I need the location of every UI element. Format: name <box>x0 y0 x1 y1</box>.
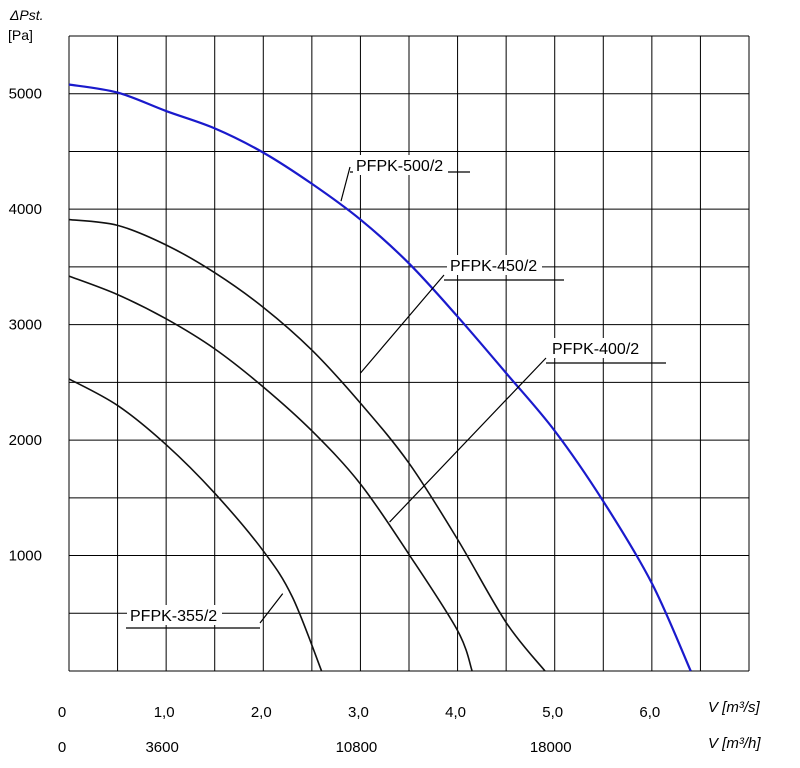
leader-line <box>340 166 351 202</box>
leader-line <box>259 593 284 624</box>
x-axis-label-secondary: V [m³/h] <box>708 735 761 752</box>
y-tick-label: 5000 <box>9 86 42 103</box>
series-line-PFPK-450/2 <box>68 218 546 672</box>
x-axis-label-primary: V [m³/s] <box>708 699 760 716</box>
curve-label-PFPK-500/2: PFPK-500/2 <box>356 158 443 175</box>
x-tick-label-primary: 0 <box>58 704 66 721</box>
y-tick-label: 1000 <box>9 548 42 565</box>
label-background <box>549 338 644 358</box>
x-tick-label-secondary: 10800 <box>336 739 378 756</box>
series-line-PFPK-400/2 <box>68 275 473 672</box>
curves <box>68 83 692 672</box>
x-tick-label-secondary: 18000 <box>530 739 572 756</box>
y-tick-label: 2000 <box>9 432 42 449</box>
y-axis-unit: [Pa] <box>8 27 33 43</box>
curve-label-PFPK-400/2: PFPK-400/2 <box>552 341 639 358</box>
x-tick-label-secondary: 3600 <box>145 739 178 756</box>
annotation-leaders <box>126 166 666 629</box>
leader-line <box>389 357 547 523</box>
series-line-PFPK-355/2 <box>68 378 323 672</box>
x-tick-label-primary: 1,0 <box>154 704 175 721</box>
y-tick-label: 4000 <box>9 201 42 218</box>
y-axis-symbol: ΔPst. <box>9 7 44 23</box>
label-background <box>447 255 542 275</box>
series-line-PFPK-500/2 <box>68 83 692 672</box>
x-tick-label-primary: 5,0 <box>542 704 563 721</box>
y-tick-label: 3000 <box>9 317 42 334</box>
curve-label-PFPK-450/2: PFPK-450/2 <box>450 258 537 275</box>
label-background <box>353 155 448 175</box>
x-tick-label-primary: 2,0 <box>251 704 272 721</box>
x-tick-label-primary: 4,0 <box>445 704 466 721</box>
tick-labels: 1000 2000 3000 4000 5000 0 1,0 2,0 3,0 4,0 5,0 6,0 0… <box>9 86 661 756</box>
annotation-labels: PFPK-500/2 PFPK-450/2 PFPK-400/2 PFPK-355/2 <box>127 155 644 625</box>
leader-line <box>359 274 445 374</box>
x-tick-label-primary: 3,0 <box>348 704 369 721</box>
x-tick-label-secondary: 0 <box>58 739 66 756</box>
curve-label-PFPK-355/2: PFPK-355/2 <box>130 608 217 625</box>
x-tick-label-primary: 6,0 <box>639 704 660 721</box>
label-background <box>127 605 222 625</box>
